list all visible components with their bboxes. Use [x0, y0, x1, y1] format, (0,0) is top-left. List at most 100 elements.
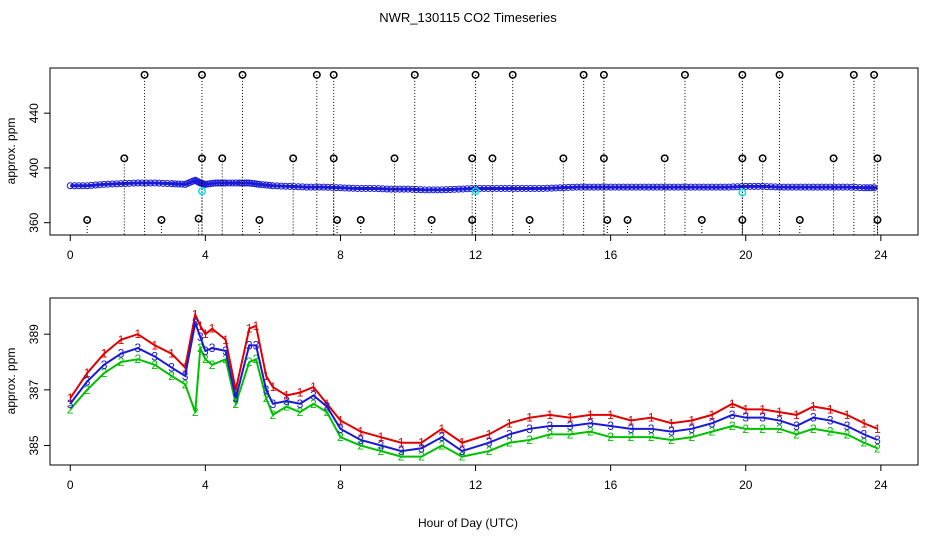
flag-point-flagged-low: [873, 215, 882, 224]
series-marker-2: 2: [222, 352, 229, 366]
data-point: [628, 183, 636, 191]
data-point: [446, 185, 454, 193]
data-point: [214, 179, 222, 187]
data-point: [666, 183, 674, 191]
flag-point-flagged-low: [333, 215, 342, 224]
data-point: [328, 183, 336, 191]
data-point: [577, 183, 585, 191]
data-point: [569, 183, 577, 191]
series-marker-2: 2: [648, 430, 655, 444]
series-marker-2: 2: [202, 352, 209, 366]
data-point: [438, 186, 446, 194]
series-marker-2: 2: [729, 419, 736, 433]
series-marker-3: 3: [648, 422, 655, 436]
series-marker-3: 3: [776, 413, 783, 427]
series-marker-2: 2: [246, 355, 253, 369]
series-marker-2: 2: [118, 355, 125, 369]
flag-point-flagged-high: [508, 70, 517, 79]
series-marker-1: 1: [253, 319, 260, 333]
data-point: [228, 179, 236, 187]
data-point: [556, 184, 564, 192]
data-point: [830, 183, 838, 191]
data-point: [788, 183, 796, 191]
flag-point-flagged-mid: [198, 154, 206, 163]
series-marker-2: 2: [688, 430, 695, 444]
series-marker-3: 3: [202, 344, 209, 358]
data-point: [602, 183, 610, 191]
series-marker-2: 2: [197, 341, 204, 355]
data-point: [396, 185, 404, 193]
series-marker-3: 3: [729, 408, 736, 422]
x-tick-label: 0: [67, 248, 74, 262]
data-point: [277, 182, 285, 190]
bottom-plot-frame: [49, 297, 919, 466]
y-tick-label: 387: [27, 380, 41, 400]
data-point: [307, 183, 315, 191]
data-point: [531, 184, 539, 192]
data-point: [298, 183, 306, 191]
data-point: [510, 184, 518, 192]
top-y-axis: 360 400 440: [27, 103, 50, 233]
series-marker-3: 3: [337, 422, 344, 436]
series-marker-2: 2: [398, 450, 405, 464]
series-marker-2: 2: [324, 405, 331, 419]
flag-point-flagged-mid: [758, 154, 767, 163]
series-marker-1: 1: [861, 416, 868, 430]
data-point: [856, 184, 864, 192]
series-marker-3: 3: [168, 361, 175, 375]
series-marker-3: 3: [310, 388, 317, 402]
x-tick-label: 24: [874, 248, 888, 262]
data-point: [590, 183, 598, 191]
data-point: [259, 181, 267, 189]
flag-point-flagged-high: [681, 70, 689, 79]
data-point: [649, 183, 657, 191]
data-point: [155, 179, 163, 187]
series-marker-1: 1: [398, 436, 405, 450]
flag-point-cyan-points: [471, 187, 480, 196]
data-point: [209, 179, 217, 187]
data-point: [303, 183, 311, 191]
series-marker-3: 3: [827, 413, 834, 427]
data-point: [674, 183, 682, 191]
data-point: [336, 184, 344, 192]
data-point: [493, 184, 501, 192]
series-marker-2: 2: [209, 358, 216, 372]
data-point: [678, 183, 686, 191]
series-marker-1: 1: [283, 388, 290, 402]
series-marker-2: 2: [526, 433, 533, 447]
series-marker-1: 1: [587, 408, 594, 422]
series-marker-3: 3: [197, 330, 204, 344]
x-tick-label: 16: [604, 478, 618, 492]
series-marker-2: 2: [438, 439, 445, 453]
series-line-2: [69, 344, 878, 458]
data-point: [535, 184, 543, 192]
flag-point-cyan-points: [738, 188, 747, 197]
flag-point-flagged-high: [329, 70, 338, 79]
top-plot-frame: [49, 67, 919, 236]
flag-point-flagged-mid: [488, 154, 497, 163]
data-point: [353, 184, 361, 192]
series-marker-3: 3: [668, 425, 675, 439]
series-marker-3: 3: [118, 347, 125, 361]
data-point: [211, 179, 219, 187]
data-point: [171, 180, 179, 188]
data-point: [814, 183, 822, 191]
series-marker-2: 2: [310, 397, 317, 411]
data-point: [867, 184, 875, 192]
data-point: [240, 179, 248, 187]
data-point: [248, 179, 256, 187]
series-marker-1: 1: [742, 402, 749, 416]
data-point: [776, 183, 784, 191]
data-point: [294, 183, 302, 191]
data-point: [826, 183, 834, 191]
series-marker-2: 2: [101, 366, 108, 380]
data-point: [311, 183, 319, 191]
series-marker-3: 3: [438, 430, 445, 444]
data-point: [358, 184, 366, 192]
data-point: [662, 183, 670, 191]
series-marker-3: 3: [67, 397, 74, 411]
series-marker-1: 1: [310, 380, 317, 394]
data-point: [683, 183, 691, 191]
series-marker-3: 3: [567, 419, 574, 433]
flag-point-flagged-high: [140, 70, 149, 79]
